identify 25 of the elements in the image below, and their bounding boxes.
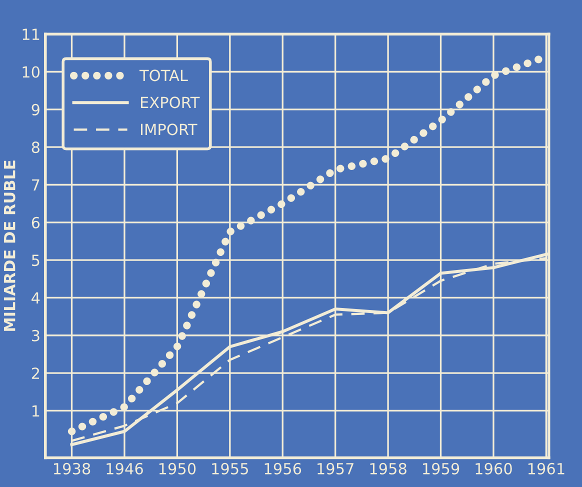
y-tick-label: 8 — [32, 142, 40, 154]
x-tick-label: 1938 — [54, 462, 90, 474]
y-tick-label: 4 — [32, 292, 40, 304]
x-tick-label: 1950 — [159, 462, 196, 474]
x-tick-label: 1946 — [106, 462, 143, 474]
x-tick-label: 1956 — [264, 462, 302, 474]
y-tick-label: 10 — [22, 66, 40, 78]
y-tick-label: 5 — [32, 254, 40, 266]
y-tick-label: 2 — [32, 368, 40, 379]
x-tick-label: 1957 — [318, 462, 354, 474]
legend-label: IMPORT — [140, 124, 198, 136]
legend-label: TOTAL — [139, 70, 188, 82]
y-tick-label: 6 — [32, 216, 40, 228]
y-tick-label: 9 — [32, 104, 40, 116]
y-tick-label: 11 — [22, 28, 40, 40]
y-tick-label: 1 — [32, 405, 40, 417]
x-tick-label: 1955 — [212, 462, 248, 474]
legend-label: EXPORT — [140, 96, 200, 108]
x-tick-label: 1959 — [422, 462, 460, 474]
y-axis-title: MILIARDE DE RUBLE — [4, 160, 16, 331]
x-tick-label: 1958 — [370, 462, 406, 474]
x-tick-label: 1960 — [476, 462, 512, 474]
y-tick-label: 7 — [32, 179, 40, 191]
x-tick-label: 1961 — [528, 462, 564, 474]
y-tick-label: 3 — [32, 330, 40, 342]
